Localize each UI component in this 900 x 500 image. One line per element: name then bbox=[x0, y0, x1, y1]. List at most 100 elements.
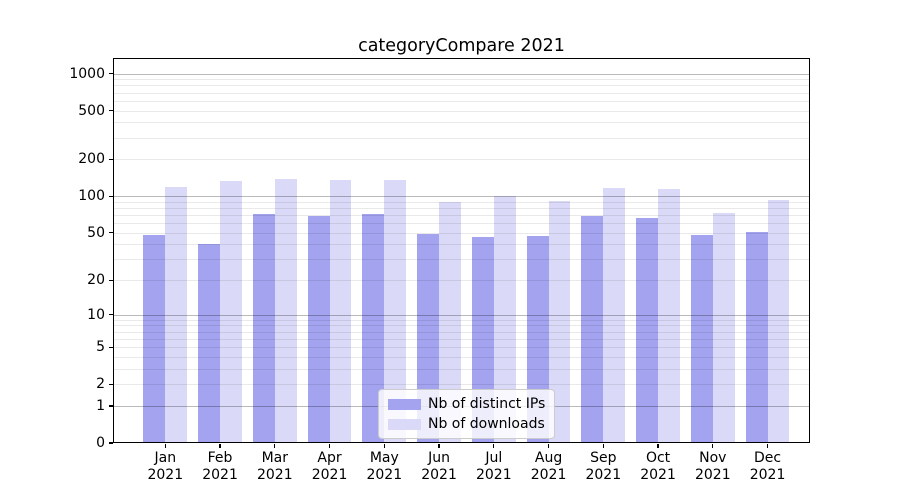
minor-gridline bbox=[113, 331, 810, 333]
minor-gridline bbox=[113, 259, 810, 261]
y-tick-label: 10 bbox=[87, 306, 105, 323]
y-tick-mark bbox=[109, 109, 113, 112]
x-tick-mark bbox=[438, 444, 440, 448]
y-tick-mark bbox=[109, 195, 113, 197]
legend-entry-distinct-ips: Nb of distinct IPs bbox=[388, 396, 545, 412]
bar-downloads bbox=[767, 200, 790, 443]
minor-gridline bbox=[113, 338, 810, 340]
bar-downloads bbox=[220, 181, 242, 443]
minor-gridline bbox=[113, 368, 810, 370]
major-gridline bbox=[113, 73, 810, 75]
bar-distinct-ips bbox=[690, 234, 713, 443]
minor-gridline bbox=[113, 92, 810, 94]
minor-gridline bbox=[113, 356, 810, 358]
y-tick-mark bbox=[109, 72, 113, 75]
x-tick-label: Jul 2021 bbox=[475, 450, 512, 483]
x-tick-mark bbox=[602, 444, 604, 448]
x-tick-mark bbox=[712, 444, 714, 448]
bar-downloads bbox=[493, 195, 516, 443]
minor-gridline bbox=[113, 232, 810, 234]
x-tick-mark bbox=[219, 444, 221, 448]
minor-gridline bbox=[113, 244, 810, 246]
minor-gridline bbox=[113, 201, 810, 203]
y-tick-mark bbox=[109, 314, 113, 316]
x-tick-label: Jan 2021 bbox=[147, 450, 184, 483]
x-tick-mark bbox=[766, 444, 769, 448]
x-tick-label: Nov 2021 bbox=[694, 450, 731, 483]
legend-swatch-distinct-ips bbox=[388, 398, 421, 410]
y-tick-label: 100 bbox=[78, 188, 105, 205]
bar-distinct-ips bbox=[745, 231, 768, 443]
major-gridline bbox=[113, 196, 810, 198]
minor-gridline bbox=[113, 384, 810, 386]
minor-gridline bbox=[113, 280, 810, 282]
x-tick-label: Mar 2021 bbox=[256, 450, 293, 483]
y-tick-mark bbox=[109, 442, 113, 444]
bar-downloads bbox=[712, 212, 735, 443]
bar-downloads bbox=[384, 179, 407, 443]
x-tick-mark bbox=[328, 444, 331, 448]
bar-downloads bbox=[603, 187, 626, 443]
minor-gridline bbox=[113, 319, 810, 321]
y-tick-mark bbox=[109, 279, 113, 281]
minor-gridline bbox=[113, 85, 810, 87]
bar-downloads bbox=[548, 201, 571, 443]
x-tick-mark bbox=[383, 444, 385, 448]
x-tick-mark bbox=[274, 444, 276, 448]
x-tick-label: Apr 2021 bbox=[311, 450, 348, 483]
legend-entry-downloads: Nb of downloads bbox=[388, 416, 545, 432]
y-tick-label: 200 bbox=[78, 151, 105, 168]
y-tick-label: 5 bbox=[96, 339, 105, 356]
bar-distinct-ips bbox=[581, 215, 604, 443]
y-tick-mark bbox=[109, 232, 113, 234]
y-tick-mark bbox=[109, 405, 113, 407]
bar-downloads bbox=[165, 187, 188, 443]
minor-gridline bbox=[113, 207, 810, 209]
bar-distinct-ips bbox=[252, 213, 275, 443]
y-tick-label: 1000 bbox=[69, 65, 105, 82]
plot-area bbox=[113, 58, 810, 443]
y-tick-label: 20 bbox=[87, 272, 105, 289]
x-tick-label: Oct 2021 bbox=[640, 450, 676, 483]
minor-gridline bbox=[113, 215, 810, 217]
major-gridline bbox=[113, 314, 810, 316]
x-tick-label: Jun 2021 bbox=[421, 450, 457, 483]
x-tick-mark bbox=[493, 444, 495, 448]
bar-distinct-ips bbox=[307, 215, 330, 443]
bar-downloads bbox=[439, 201, 461, 443]
minor-gridline bbox=[113, 325, 810, 327]
bar-distinct-ips bbox=[143, 234, 166, 443]
legend: Nb of distinct IPs Nb of downloads bbox=[378, 389, 556, 439]
x-tick-label: May 2021 bbox=[366, 450, 403, 483]
bar-distinct-ips bbox=[636, 218, 659, 443]
y-tick-label: 0 bbox=[96, 435, 105, 451]
y-tick-label: 500 bbox=[78, 102, 105, 119]
bar-downloads bbox=[274, 178, 297, 443]
y-tick-label: 2 bbox=[96, 376, 105, 393]
y-tick-mark bbox=[109, 383, 113, 385]
x-tick-mark bbox=[164, 444, 166, 448]
bar-downloads bbox=[329, 180, 352, 443]
minor-gridline bbox=[113, 110, 810, 112]
y-tick-mark bbox=[109, 158, 113, 160]
bar-downloads bbox=[658, 189, 680, 443]
legend-swatch-downloads bbox=[388, 418, 421, 430]
minor-gridline bbox=[113, 223, 810, 225]
bar-distinct-ips bbox=[198, 244, 221, 443]
x-tick-label: Sep 2021 bbox=[585, 450, 622, 483]
minor-gridline bbox=[113, 79, 810, 81]
x-tick-label: Dec 2021 bbox=[749, 450, 786, 483]
x-tick-mark bbox=[657, 444, 659, 448]
minor-gridline bbox=[113, 347, 810, 349]
y-tick-mark bbox=[109, 346, 113, 348]
legend-label-distinct-ips: Nb of distinct IPs bbox=[428, 396, 546, 412]
bar-distinct-ips bbox=[362, 214, 385, 443]
x-tick-label: Feb 2021 bbox=[202, 450, 238, 483]
chart-title: categoryCompare 2021 bbox=[358, 36, 565, 56]
minor-gridline bbox=[113, 137, 810, 139]
y-tick-label: 1 bbox=[96, 397, 105, 414]
minor-gridline bbox=[113, 159, 810, 161]
